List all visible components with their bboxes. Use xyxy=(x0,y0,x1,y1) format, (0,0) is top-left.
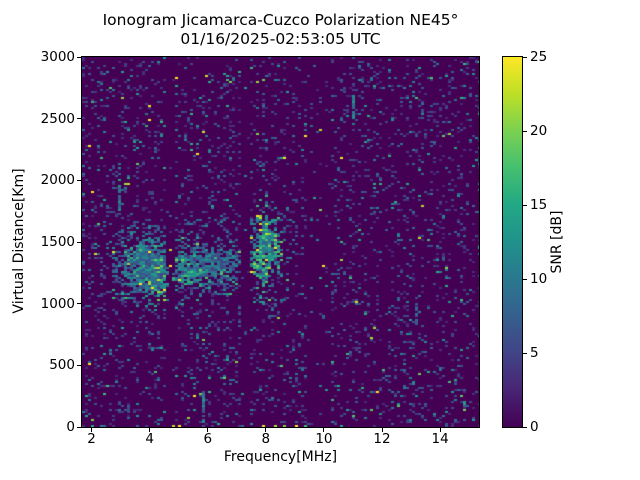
colorbar-tick-label: 5 xyxy=(530,345,539,361)
colorbar-tick-mark xyxy=(523,130,527,132)
x-tick-label: 2 xyxy=(87,431,96,447)
chart-title-line1: Ionogram Jicamarca-Cuzco Polarization NE… xyxy=(102,11,459,29)
colorbar-tick-mark xyxy=(523,56,527,58)
y-tick-label: 3000 xyxy=(40,49,75,65)
y-tick-label: 0 xyxy=(66,419,75,435)
x-tick-mark xyxy=(149,428,151,432)
colorbar-tick-mark xyxy=(523,352,527,354)
colorbar-tick-label: 25 xyxy=(530,49,548,65)
colorbar-label: SNR [dB] xyxy=(549,210,565,274)
y-tick-label: 1500 xyxy=(40,234,75,250)
y-tick-label: 2000 xyxy=(40,172,75,189)
x-tick-mark xyxy=(207,428,209,432)
colorbar-tick-label: 20 xyxy=(530,123,548,139)
ionogram-heatmap xyxy=(82,57,479,427)
y-tick-mark xyxy=(77,118,81,120)
y-tick-mark xyxy=(77,426,81,428)
colorbar-tick-mark xyxy=(523,278,527,280)
y-tick-mark xyxy=(77,241,81,243)
colorbar xyxy=(502,56,523,428)
colorbar-tick-mark xyxy=(523,204,527,206)
x-tick-mark xyxy=(91,428,93,432)
colorbar-tick-label: 10 xyxy=(530,271,548,287)
x-tick-label: 10 xyxy=(315,431,333,447)
y-tick-mark xyxy=(77,179,81,181)
y-tick-label: 500 xyxy=(49,357,75,374)
x-tick-mark xyxy=(439,428,441,432)
x-axis-label: Frequency[MHz] xyxy=(223,449,338,465)
x-tick-mark xyxy=(381,428,383,432)
chart-title: Ionogram Jicamarca-Cuzco Polarization NE… xyxy=(81,11,480,49)
x-tick-label: 8 xyxy=(261,431,271,447)
x-tick-label: 12 xyxy=(373,431,391,447)
colorbar-tick-label: 15 xyxy=(530,197,548,213)
colorbar-gradient xyxy=(503,57,522,427)
x-tick-label: 14 xyxy=(431,431,449,447)
x-tick-label: 4 xyxy=(145,431,154,447)
x-tick-label: 6 xyxy=(203,431,213,447)
plot-area xyxy=(81,56,480,428)
y-tick-mark xyxy=(77,364,81,366)
colorbar-tick-label: 0 xyxy=(530,419,539,435)
x-tick-mark xyxy=(265,428,267,432)
colorbar-tick-mark xyxy=(523,426,527,428)
y-tick-mark xyxy=(77,303,81,305)
y-tick-label: 1000 xyxy=(40,295,75,312)
chart-title-line2: 01/16/2025-02:53:05 UTC xyxy=(180,30,381,48)
y-tick-mark xyxy=(77,56,81,58)
y-tick-label: 2500 xyxy=(40,110,75,127)
x-tick-mark xyxy=(323,428,325,432)
